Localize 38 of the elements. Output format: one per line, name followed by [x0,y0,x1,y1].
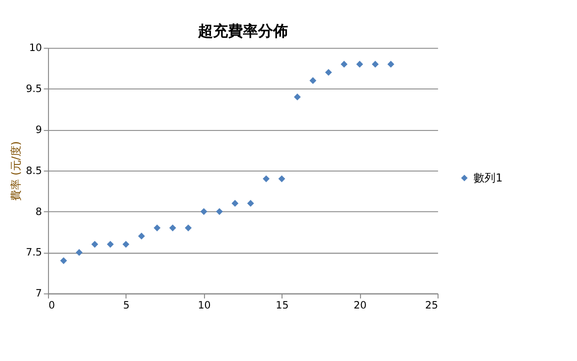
point [356,60,364,68]
point [262,175,270,182]
point [325,68,332,76]
legend-label: 數列1 [474,172,503,185]
point [294,94,301,100]
point [310,77,316,84]
point [200,208,208,215]
point [184,224,192,232]
point [91,240,98,248]
y-tick-label: 9 [36,124,42,136]
y-tick-label: 10 [29,43,42,54]
point [247,200,254,207]
chart-title: 超充費率分佈 [196,22,288,40]
x-tick-label: 20 [354,300,367,312]
point [106,240,114,248]
point [138,232,145,240]
y-axis-title: 費率 (元/度) [9,141,22,202]
x-tick-label: 0 [48,300,55,312]
point [372,60,379,68]
point [122,240,130,248]
y-tick-label: 9.5 [26,84,42,95]
point [169,224,176,232]
y-tick-label: 8.5 [26,166,42,177]
y-tick-label: 7.5 [26,248,42,259]
x-tick-label: 15 [276,300,289,312]
y-tick-label: 7 [36,288,42,300]
point [278,175,286,182]
point [232,200,238,207]
point [154,224,161,232]
point [340,60,348,68]
point [60,257,68,264]
point [216,208,223,215]
y-tick-label: 8 [36,206,42,218]
point [76,249,83,256]
x-tick-label: 10 [198,300,211,312]
x-tick-label: 5 [123,300,130,312]
x-tick-label: 25 [425,300,438,312]
point [387,60,394,68]
